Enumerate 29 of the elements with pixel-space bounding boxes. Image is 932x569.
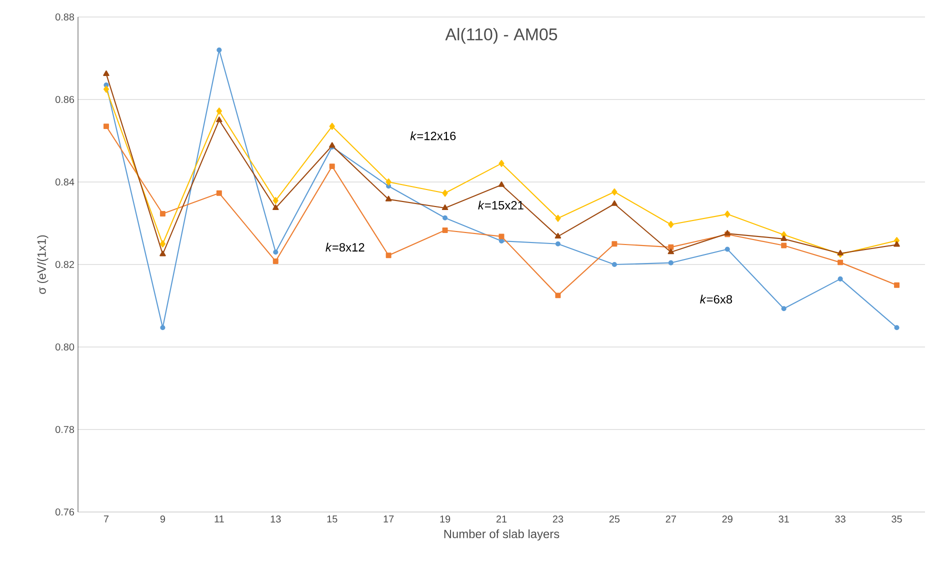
x-tick-label: 27 <box>666 516 676 522</box>
x-tick-label: 15 <box>327 516 338 522</box>
y-axis-title: σ (eV/(1x1) <box>37 235 48 294</box>
y-tick-label: 0.80 <box>55 343 74 351</box>
x-tick-label: 11 <box>214 516 224 522</box>
x-tick-label: 7 <box>104 516 109 522</box>
x-tick-label: 33 <box>835 516 846 523</box>
y-tick-label: 0.84 <box>55 178 74 186</box>
annotation: k=12x16 <box>410 131 456 140</box>
y-tick-label: 0.76 <box>55 508 74 516</box>
x-tick-label: 23 <box>552 516 564 523</box>
x-tick-label: 17 <box>384 516 394 522</box>
x-axis-title: Number of slab layers <box>444 529 560 541</box>
y-tick-label: 0.82 <box>55 260 74 268</box>
x-tick-label: 35 <box>892 516 902 523</box>
x-tick-label: 31 <box>778 516 789 523</box>
x-tick-label: 13 <box>270 516 281 523</box>
annotation: k=6x8 <box>700 294 732 304</box>
x-tick-label: 19 <box>440 516 450 523</box>
annotation: k=15x21 <box>478 200 524 210</box>
y-tick-label: 0.88 <box>55 13 74 21</box>
x-tick-label: 9 <box>160 516 166 523</box>
x-tick-label: 25 <box>609 516 620 523</box>
text: Al(110) - AM05 <box>445 28 558 44</box>
x-tick-label: 29 <box>722 516 732 523</box>
y-tick-label: 0.78 <box>55 426 74 434</box>
annotation: k=8x12 <box>326 242 364 252</box>
y-tick-label: 0.86 <box>55 96 74 104</box>
x-tick-label: 21 <box>496 516 507 522</box>
